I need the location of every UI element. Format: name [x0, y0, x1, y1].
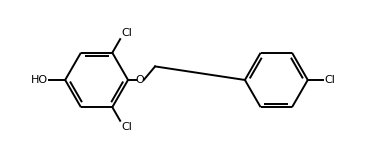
Text: Cl: Cl	[324, 75, 335, 85]
Text: O: O	[135, 75, 144, 85]
Text: Cl: Cl	[121, 122, 132, 132]
Text: Cl: Cl	[121, 28, 132, 38]
Text: HO: HO	[31, 75, 48, 85]
